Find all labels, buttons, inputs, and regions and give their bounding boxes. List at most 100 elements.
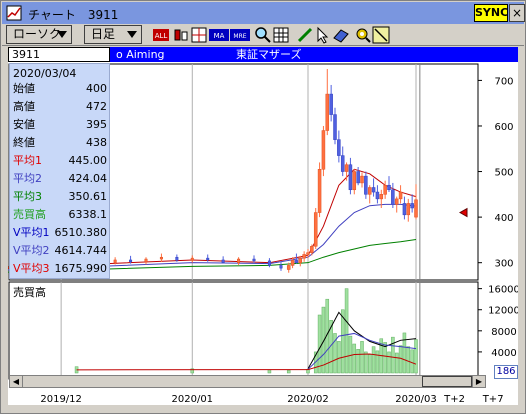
grid-chart-icon[interactable] xyxy=(190,26,208,44)
volume-bar xyxy=(340,309,345,374)
candle xyxy=(344,164,349,172)
chart-type-icon[interactable] xyxy=(172,26,190,44)
volume-bar xyxy=(348,335,353,374)
data-row-label: 高値 xyxy=(13,100,35,113)
volume-bar xyxy=(352,343,357,374)
zoom-icon[interactable] xyxy=(254,26,272,44)
candle xyxy=(329,93,333,115)
candle-type-dropdown[interactable]: ローソク xyxy=(6,25,72,44)
data-row: 終値 438 xyxy=(13,135,107,150)
candle xyxy=(113,259,117,263)
candle xyxy=(290,260,295,266)
price-arrow-icon xyxy=(458,207,468,218)
volume-bar xyxy=(387,351,391,374)
x-tick-label: T+2 xyxy=(443,394,465,405)
volume-tick-label: 12000 xyxy=(488,306,518,317)
candle xyxy=(313,212,318,247)
data-row: 平均2 424.04 xyxy=(13,171,107,186)
data-row: 高値 472 xyxy=(13,99,107,114)
volume-ma-line xyxy=(76,353,417,371)
ma-icon[interactable]: MA xyxy=(209,26,229,44)
settings-icon[interactable] xyxy=(354,26,372,44)
price-tick-label: 600 xyxy=(494,122,513,133)
data-row: 安値 395 xyxy=(13,117,107,132)
volume-bar xyxy=(414,339,418,374)
pencil-icon[interactable] xyxy=(296,26,314,44)
horizontal-scrollbar[interactable]: ◀ ▶ xyxy=(9,375,486,388)
candle xyxy=(364,175,368,195)
scroll-thumb[interactable] xyxy=(422,376,472,387)
mre-icon[interactable]: MRE xyxy=(230,26,250,44)
candle xyxy=(175,256,179,261)
data-row-value: 438 xyxy=(86,136,107,149)
candle xyxy=(159,256,163,260)
candle xyxy=(317,169,322,213)
market-name: 東証マザーズ xyxy=(236,48,302,61)
volume-bar xyxy=(356,349,360,374)
x-tick-label: 2020/03 xyxy=(395,394,437,405)
data-row-label: 始値 xyxy=(13,82,35,95)
window-title: チャート 3911 xyxy=(28,8,119,22)
ma-icon-label: MA xyxy=(214,32,225,40)
price-tick-label: 300 xyxy=(494,259,513,270)
data-row-label: V平均1 xyxy=(13,226,50,239)
symbol-code[interactable]: 3911 xyxy=(8,47,110,62)
candle xyxy=(252,258,256,262)
data-row: 売買高 6338.1 xyxy=(13,207,107,222)
data-row-label: V平均3 xyxy=(13,262,50,275)
x-tick-label: 2020/02 xyxy=(287,394,329,405)
data-row-value: 6338.1 xyxy=(68,208,108,221)
scroll-right-icon[interactable]: ▶ xyxy=(472,376,485,387)
sync-button[interactable]: SYNC xyxy=(474,4,508,22)
data-row-value: 472 xyxy=(86,100,107,113)
volume-bar xyxy=(391,336,395,374)
price-tick-label: 700 xyxy=(494,76,513,87)
volume-bar xyxy=(402,332,407,374)
candle xyxy=(144,258,148,263)
volume-tick-label: 4000 xyxy=(491,348,516,359)
candle xyxy=(237,258,241,263)
cursor-icon[interactable] xyxy=(314,26,332,44)
data-row: V平均3 1675.990 xyxy=(13,261,107,276)
scroll-left-icon[interactable]: ◀ xyxy=(10,376,23,387)
volume-bar xyxy=(360,341,364,374)
data-row-value: 1675.990 xyxy=(54,262,108,275)
candle xyxy=(302,254,306,259)
candle xyxy=(383,184,387,195)
bar-count: 186 xyxy=(494,365,518,379)
data-row-value: 395 xyxy=(86,118,107,131)
ma-line xyxy=(0,238,417,273)
data-row: V平均2 4614.744 xyxy=(13,243,107,258)
data-row: 平均3 350.61 xyxy=(13,189,107,204)
trendline-icon[interactable] xyxy=(372,26,390,44)
close-button[interactable]: × xyxy=(509,4,525,22)
all-icon[interactable]: ALL xyxy=(152,26,170,44)
volume-bar xyxy=(383,342,387,374)
candle xyxy=(321,130,326,170)
data-row-label: 平均2 xyxy=(13,172,42,185)
all-icon-label: ALL xyxy=(155,32,168,40)
candle xyxy=(306,252,310,255)
title-bar[interactable]: チャート 3911 SYNC × xyxy=(2,2,525,24)
data-row: 平均1 445.00 xyxy=(13,153,107,168)
data-row-value: 400 xyxy=(86,82,107,95)
candle xyxy=(379,194,384,200)
price-data-panel: 2020/03/04 始値 400 高値 472 安値 395 終値 438 平均1 445.00… xyxy=(9,63,110,279)
volume-bar xyxy=(364,351,368,374)
volume-bar xyxy=(367,354,372,374)
data-row-label: 売買高 xyxy=(13,208,46,221)
candle xyxy=(298,257,303,263)
volume-bar xyxy=(398,345,403,374)
candle xyxy=(190,257,194,261)
period-label: 日足 xyxy=(91,27,116,41)
volume-bar xyxy=(286,370,291,374)
period-dropdown[interactable]: 日足 xyxy=(84,25,142,44)
mre-icon-label: MRE xyxy=(233,33,246,40)
eraser-icon[interactable] xyxy=(332,26,350,44)
data-row: 始値 400 xyxy=(13,81,107,96)
volume-tick-label: 16000 xyxy=(488,285,518,296)
data-row-value: 350.61 xyxy=(68,190,108,203)
candle xyxy=(410,203,414,209)
grid-icon[interactable] xyxy=(272,26,290,44)
